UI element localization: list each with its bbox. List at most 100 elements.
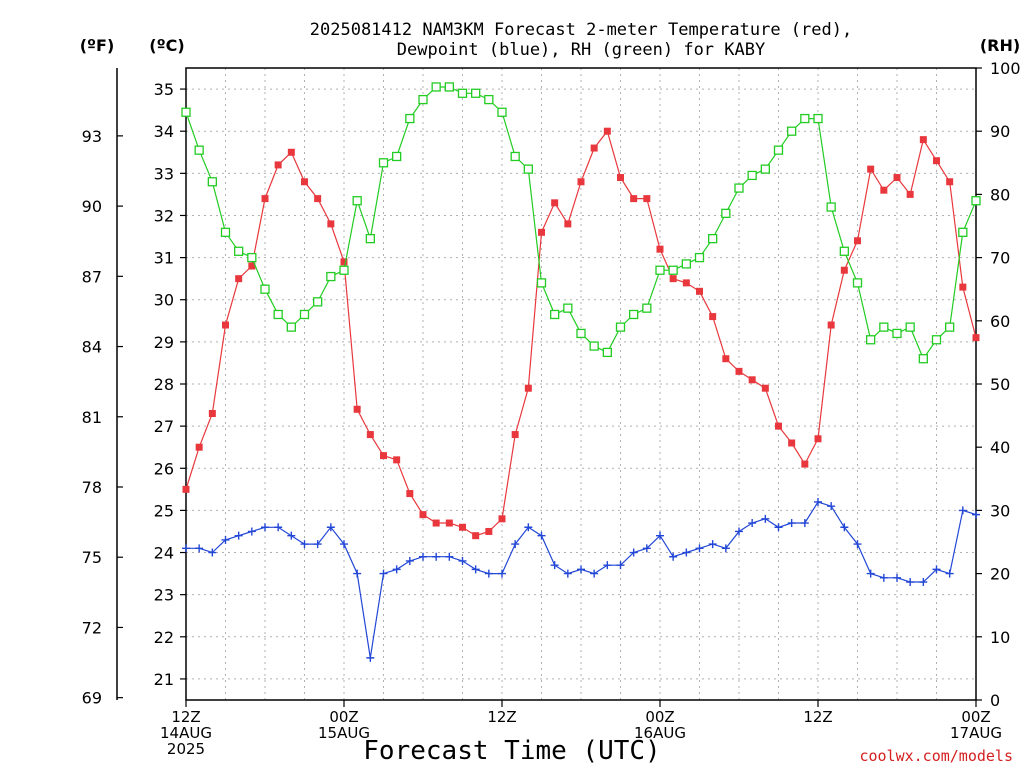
dewpoint-point (313, 540, 322, 549)
temperature-point (327, 220, 335, 228)
fahrenheit-tick-label: 84 (82, 338, 102, 357)
rh-point (536, 278, 547, 288)
rh-point (866, 335, 876, 345)
temperature-point (617, 174, 624, 182)
rh-point (826, 202, 836, 212)
temperature-point (748, 376, 756, 384)
celsius-tick-label: 31 (154, 249, 174, 268)
temperature-point (880, 186, 888, 194)
rh-point (721, 208, 731, 219)
rh-point (392, 151, 402, 162)
dewpoint-point (550, 561, 559, 570)
dewpoint-point (945, 569, 954, 578)
rh-point (273, 309, 283, 320)
celsius-tick-label: 29 (154, 333, 174, 352)
rh-point (760, 164, 770, 174)
temperature-point (472, 532, 480, 540)
x-tick-label: 12Z (487, 708, 516, 726)
dewpoint-point (708, 540, 717, 549)
dewpoint-point (234, 531, 243, 540)
temperature-point (788, 439, 796, 447)
temperature-point (801, 460, 809, 468)
dewpoint-point (682, 548, 691, 557)
dewpoint-point (340, 540, 348, 549)
rh-point (352, 196, 362, 206)
rh-point (945, 322, 955, 332)
celsius-tick-label: 27 (154, 417, 174, 436)
gridlines (186, 68, 976, 700)
temperature-point (261, 195, 269, 203)
dewpoint-point (906, 578, 915, 587)
rh-tick-label: 40 (990, 438, 1010, 457)
rh-point (576, 328, 586, 339)
dewpoint-point (814, 497, 822, 506)
temperature-point (314, 195, 322, 203)
temperature-point (682, 279, 690, 287)
dewpoint-point (221, 535, 230, 544)
temperature-point (248, 262, 256, 270)
rh-tick-label: 60 (990, 312, 1010, 331)
rh-point (497, 107, 507, 117)
temperature-point (933, 157, 940, 165)
rh-point (247, 252, 257, 263)
celsius-tick-label: 32 (154, 206, 174, 225)
rh-point (286, 322, 296, 332)
temperature-point (946, 178, 954, 186)
dewpoint-point (879, 573, 888, 582)
dewpoint-point (419, 552, 427, 561)
rh-point (220, 227, 231, 237)
fahrenheit-tick-label: 81 (82, 408, 102, 427)
celsius-tick-label: 35 (154, 80, 174, 99)
temperature-point (459, 523, 466, 531)
rh-point (839, 246, 849, 256)
temperature-point (669, 275, 677, 283)
dewpoint-point (919, 578, 928, 587)
temperature-point (761, 384, 769, 392)
rh-tick-label: 20 (990, 565, 1010, 584)
temperature-point (854, 237, 861, 245)
dewpoint-point (774, 523, 783, 532)
rh-point (602, 347, 612, 358)
temperature-point (643, 195, 651, 203)
dewpoint-point (247, 527, 256, 536)
rh-point (194, 145, 204, 155)
rh-unit-label: (RH) (980, 36, 1020, 55)
temperature-point (498, 515, 506, 523)
dewpoint-point (577, 565, 585, 574)
dewpoint-point (695, 544, 704, 553)
temperature-point (814, 435, 822, 443)
temperature-point (972, 334, 980, 342)
fahrenheit-tick-label: 72 (82, 618, 102, 637)
temperature-point (630, 195, 638, 203)
dewpoint-point (326, 523, 335, 532)
rh-point (747, 170, 757, 181)
dewpoint-point (287, 531, 296, 540)
x-tick-label: 00Z (329, 708, 358, 726)
temperature-point (775, 422, 782, 430)
fahrenheit-tick-label: 69 (82, 689, 102, 708)
rh-point (813, 113, 823, 124)
temperature-point (287, 148, 295, 156)
rh-point (431, 82, 441, 92)
temperature-point (222, 321, 229, 329)
temperature-point (353, 405, 361, 413)
rh-point (326, 271, 336, 282)
temperature-point (274, 161, 282, 169)
dewpoint-point (958, 506, 967, 515)
temperature-point (656, 245, 664, 253)
rh-point (339, 265, 349, 275)
rh-point (852, 278, 863, 288)
dewpoint-point (721, 544, 730, 553)
rh-tick-label: 100 (990, 59, 1021, 78)
rh-point (299, 309, 310, 320)
x-tick-label: 14AUG (160, 724, 212, 742)
fahrenheit-tick-label: 78 (82, 478, 102, 497)
rh-point (642, 303, 652, 313)
temperature-point (564, 220, 572, 228)
x-axis-label: Forecast Time (UTC) (363, 736, 660, 766)
dewpoint-point (274, 523, 283, 532)
dewpoint-point (840, 523, 849, 532)
dewpoint-point (498, 569, 506, 578)
rh-point (892, 328, 902, 339)
temperature-point (366, 431, 374, 439)
